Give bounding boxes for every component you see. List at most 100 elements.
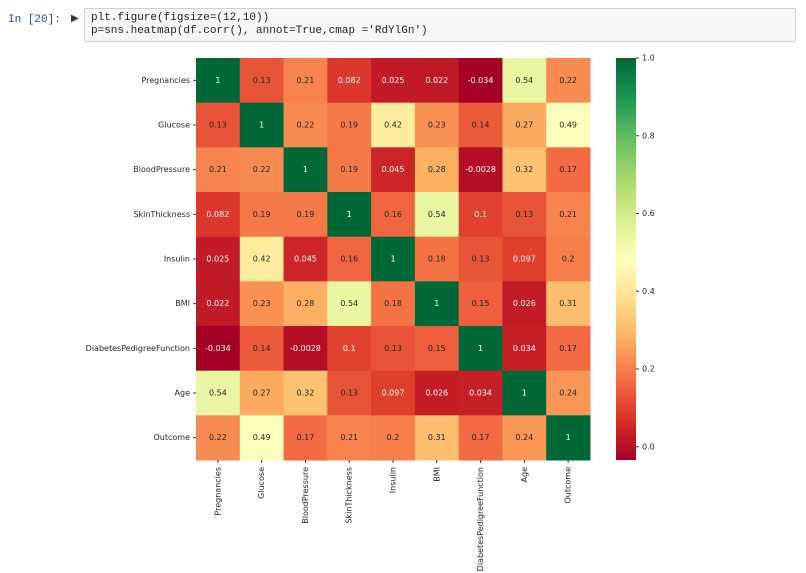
heatmap-cell bbox=[239, 236, 285, 282]
cell-annotation: 0.16 bbox=[340, 255, 358, 264]
y-tick-label: BloodPressure bbox=[133, 165, 190, 174]
run-button[interactable]: ▶ bbox=[71, 13, 79, 24]
cell-annotation: 1 bbox=[522, 389, 527, 398]
cell-annotation: -0.034 bbox=[205, 344, 231, 353]
cell-annotation: 0.15 bbox=[428, 344, 446, 353]
heatmap-cell bbox=[239, 415, 285, 461]
cell-annotation: 1 bbox=[215, 76, 220, 85]
heatmap-cell bbox=[283, 281, 328, 327]
heatmap-cell bbox=[327, 102, 372, 148]
heatmap-cell bbox=[502, 102, 547, 148]
cell-annotation: 0.22 bbox=[253, 165, 271, 174]
cell-annotation: 0.54 bbox=[515, 76, 533, 85]
cell-annotation: -0.0028 bbox=[465, 165, 496, 174]
code-cell[interactable]: plt.figure(figsize=(12,10)) p=sns.heatma… bbox=[84, 8, 796, 42]
colorbar-tick-label: 0.2 bbox=[642, 365, 655, 374]
cell-annotation: 0.21 bbox=[297, 76, 315, 85]
cell-annotation: 0.13 bbox=[253, 76, 271, 85]
cell-annotation: 0.19 bbox=[340, 121, 358, 130]
cell-annotation: 0.026 bbox=[425, 389, 448, 398]
cell-annotation: 0.31 bbox=[428, 433, 446, 442]
x-tick-label: BMI bbox=[432, 467, 441, 482]
heatmap-cell bbox=[458, 192, 503, 238]
heatmap-cell bbox=[502, 370, 547, 416]
heatmap-cell bbox=[196, 102, 241, 148]
cell-annotation: 1 bbox=[478, 344, 483, 353]
heatmap-cell bbox=[283, 147, 328, 193]
heatmap-cell bbox=[546, 147, 591, 193]
heatmap-cell bbox=[327, 236, 372, 282]
heatmap-cell bbox=[239, 147, 285, 193]
cell-annotation: 0.54 bbox=[428, 210, 446, 219]
cell-annotation: 0.22 bbox=[209, 433, 227, 442]
heatmap-cell bbox=[283, 236, 328, 282]
heatmap-cell bbox=[414, 236, 460, 282]
cell-annotation: 0.18 bbox=[428, 255, 446, 264]
cell-annotation: 0.22 bbox=[559, 76, 577, 85]
heatmap-cell bbox=[502, 192, 547, 238]
cell-annotation: 0.034 bbox=[469, 389, 492, 398]
cell-annotation: 0.49 bbox=[559, 121, 577, 130]
cell-annotation: 0.025 bbox=[206, 255, 229, 264]
colorbar-tick-label: 0.0 bbox=[642, 442, 655, 451]
cell-annotation: 0.27 bbox=[515, 121, 533, 130]
cell-annotation: 0.49 bbox=[253, 433, 271, 442]
cell-annotation: 0.045 bbox=[382, 165, 405, 174]
heatmap-cell bbox=[414, 58, 460, 104]
heatmap-cell bbox=[371, 326, 416, 372]
y-tick-label: Insulin bbox=[164, 255, 190, 264]
heatmap-cell bbox=[502, 236, 547, 282]
cell-annotation: 0.13 bbox=[472, 255, 490, 264]
cell-annotation: 0.034 bbox=[513, 344, 536, 353]
heatmap-cell bbox=[502, 326, 547, 372]
cell-annotation: 0.31 bbox=[559, 299, 577, 308]
cell-annotation: 1 bbox=[303, 165, 308, 174]
heatmap-cell bbox=[458, 147, 503, 193]
x-tick-label: Outcome bbox=[564, 467, 573, 504]
cell-annotation: 0.22 bbox=[297, 121, 315, 130]
cell-annotation: 0.13 bbox=[384, 344, 402, 353]
code-line: plt.figure(figsize=(12,10)) bbox=[91, 12, 270, 24]
cell-annotation: 0.17 bbox=[472, 433, 490, 442]
heatmap-cell bbox=[239, 326, 285, 372]
heatmap-cell bbox=[458, 281, 503, 327]
cell-annotation: 0.32 bbox=[297, 389, 315, 398]
cell-annotation: 0.54 bbox=[340, 299, 358, 308]
cell-annotation: 0.082 bbox=[206, 210, 229, 219]
heatmap-cell bbox=[546, 326, 591, 372]
cell-annotation: 0.2 bbox=[387, 433, 400, 442]
heatmap-cell bbox=[546, 102, 591, 148]
x-tick-label: DiabetesPedigreeFunction bbox=[476, 467, 485, 571]
heatmap-cell bbox=[196, 370, 241, 416]
heatmap-cell bbox=[502, 415, 547, 461]
y-tick-label: SkinThickness bbox=[133, 210, 190, 219]
cell-annotation: 0.14 bbox=[253, 344, 271, 353]
x-tick-label: SkinThickness bbox=[345, 467, 354, 524]
heatmap-cell bbox=[283, 326, 328, 372]
heatmap-cell bbox=[283, 192, 328, 238]
heatmap-cell bbox=[546, 58, 591, 104]
cell-annotation: 0.13 bbox=[515, 210, 533, 219]
cell-annotation: 0.17 bbox=[297, 433, 315, 442]
cell-annotation: 0.18 bbox=[384, 299, 402, 308]
heatmap-cell bbox=[283, 415, 328, 461]
heatmap-cell bbox=[546, 281, 591, 327]
colorbar-tick-label: 0.4 bbox=[642, 287, 655, 296]
heatmap-cell bbox=[458, 236, 503, 282]
heatmap-cell bbox=[283, 370, 328, 416]
heatmap-cell bbox=[414, 281, 460, 327]
heatmap-cell bbox=[327, 147, 372, 193]
heatmap-cell bbox=[239, 192, 285, 238]
cell-annotation: 0.16 bbox=[384, 210, 402, 219]
cell-annotation: 0.2 bbox=[562, 255, 575, 264]
heatmap-cell bbox=[327, 192, 372, 238]
heatmap-cell bbox=[371, 370, 416, 416]
colorbar-tick-label: 1.0 bbox=[642, 54, 655, 63]
heatmap-cell bbox=[371, 147, 416, 193]
heatmap-cell bbox=[546, 236, 591, 282]
heatmap-cell bbox=[546, 192, 591, 238]
colorbar bbox=[616, 58, 636, 460]
cell-annotation: 0.097 bbox=[513, 255, 536, 264]
heatmap-cell bbox=[327, 281, 372, 327]
cell-annotation: 0.27 bbox=[253, 389, 271, 398]
